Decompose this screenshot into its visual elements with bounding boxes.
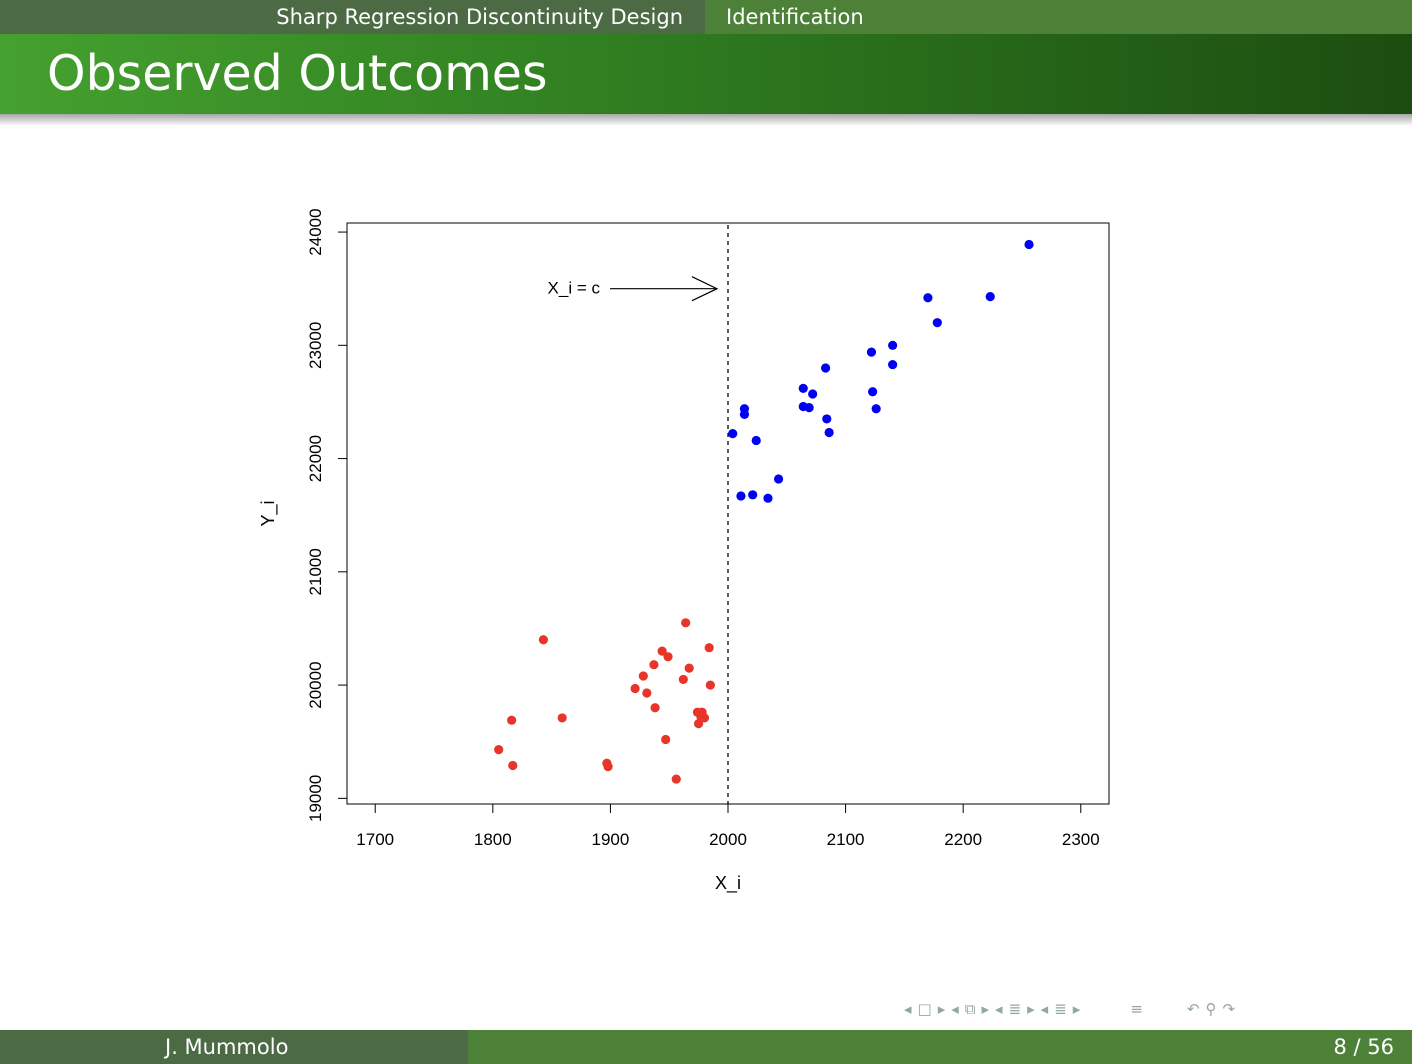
treated-point — [888, 340, 898, 350]
treated-point — [923, 293, 933, 303]
search-icon[interactable]: ⚲ — [1205, 1000, 1217, 1018]
treated-point — [932, 318, 942, 328]
treated-point — [868, 387, 878, 397]
footer-page-number: 8 / 56 — [1333, 1035, 1394, 1059]
y-tick-label: 21000 — [306, 548, 325, 595]
treated-point — [1024, 239, 1034, 250]
y-tick-label: 22000 — [306, 435, 325, 482]
nav-section-cell[interactable]: Sharp Regression Discontinuity Design — [0, 0, 705, 34]
section-forward-icon[interactable]: ▸ — [981, 1000, 990, 1018]
control-point — [657, 646, 667, 656]
control-point — [671, 774, 681, 784]
control-point — [650, 703, 660, 713]
beamer-navigation-symbols: ◂ □ ▸ ◂ ⧉ ▸ ◂ ≣ ▸ ◂ ≣ ▸ ≡ ↶ ⚲ ↷ — [904, 997, 1241, 1021]
control-point — [681, 618, 691, 628]
control-point — [507, 715, 517, 725]
treated-point — [739, 409, 750, 420]
footer-title-cell — [468, 1030, 942, 1064]
nav-section-label[interactable]: Sharp Regression Discontinuity Design — [276, 5, 683, 29]
x-tick-label: 1900 — [591, 830, 629, 849]
control-point — [699, 713, 710, 723]
control-point — [678, 674, 688, 685]
redo-icon[interactable]: ↷ — [1222, 1000, 1236, 1018]
treated-point — [748, 490, 758, 500]
annotation-arrow-head — [691, 276, 719, 302]
control-point — [704, 643, 714, 653]
footer-author: J. Mummolo — [165, 1035, 289, 1059]
treated-point — [866, 347, 877, 357]
y-axis-label: Y_i — [258, 500, 279, 526]
y-tick-label: 19000 — [306, 775, 325, 822]
treated-point — [751, 435, 761, 446]
treated-point — [773, 474, 784, 484]
x-tick-label: 2000 — [709, 830, 747, 849]
control-point — [642, 688, 652, 698]
subsection-forward-icon[interactable]: ▸ — [1027, 1000, 1035, 1018]
treated-point — [822, 414, 832, 424]
title-shadow — [0, 114, 1412, 126]
y-tick-label: 24000 — [306, 208, 325, 255]
control-point — [630, 683, 640, 694]
slide-title-bar: Observed Outcomes — [0, 34, 1412, 114]
subsection-back-icon[interactable]: ◂ — [1040, 1000, 1049, 1018]
treated-point — [728, 429, 738, 439]
x-tick-label: 1700 — [356, 830, 394, 849]
control-point — [663, 652, 673, 662]
treated-point — [821, 363, 831, 373]
control-point — [705, 680, 715, 690]
nav-subsection-cell[interactable]: Identification — [705, 0, 1412, 34]
slide-forward-icon[interactable]: ▸ — [937, 1000, 946, 1018]
y-tick-label: 20000 — [306, 661, 325, 708]
treated-point — [808, 389, 818, 399]
x-tick-label: 2200 — [944, 830, 982, 849]
y-axis: 19000 20000 21000 22000 23000 24000 — [306, 208, 348, 822]
control-point — [661, 734, 671, 745]
footer-page-cell: 8 / 56 — [942, 1030, 1412, 1064]
control-point — [684, 663, 694, 673]
control-point — [638, 671, 648, 681]
cutoff-annotation: X_i = c — [548, 276, 719, 302]
control-point — [494, 745, 504, 755]
control-point — [508, 760, 518, 771]
control-point — [649, 660, 659, 670]
treated-point — [985, 292, 995, 302]
align-icon[interactable]: ≡ — [1130, 1000, 1143, 1018]
control-point — [603, 762, 613, 772]
treated-point — [763, 493, 773, 503]
x-tick-label: 2100 — [827, 830, 865, 849]
outline-icon[interactable]: ≣ — [1054, 1000, 1067, 1018]
treated-point — [798, 383, 808, 393]
treated-point — [804, 403, 814, 413]
nav-subsection-label[interactable]: Identification — [726, 5, 864, 29]
treated-point — [736, 491, 746, 501]
control-point — [557, 713, 567, 723]
x-axis: 1700 1800 1900 2000 2100 2200 2300 — [356, 803, 1100, 849]
frame-icon[interactable]: □ — [917, 1000, 932, 1018]
subsection-back-icon[interactable]: ◂ — [995, 1000, 1003, 1018]
annotation-label: X_i = c — [548, 279, 601, 298]
section-navigation: Sharp Regression Discontinuity Design Id… — [0, 0, 1412, 34]
x-tick-label: 1800 — [474, 830, 512, 849]
frame-stack-icon[interactable]: ⧉ — [964, 1000, 976, 1018]
undo-icon[interactable]: ↶ — [1186, 1000, 1200, 1018]
slide-title: Observed Outcomes — [47, 45, 548, 102]
footer-author-cell: J. Mummolo — [0, 1030, 468, 1064]
treated-point — [824, 427, 834, 438]
section-back-icon[interactable]: ◂ — [951, 1000, 959, 1018]
subsection-forward-icon[interactable]: ▸ — [1072, 1000, 1081, 1018]
data-points — [494, 239, 1034, 784]
outline-icon[interactable]: ≣ — [1008, 1000, 1022, 1018]
treated-point — [871, 404, 881, 414]
x-tick-label: 2300 — [1062, 830, 1100, 849]
y-tick-label: 23000 — [306, 322, 325, 369]
slide-back-icon[interactable]: ◂ — [904, 1000, 912, 1018]
treated-point — [888, 359, 898, 370]
control-point — [538, 635, 548, 645]
footer-bar: J. Mummolo 8 / 56 — [0, 1030, 1412, 1064]
x-axis-label: X_i — [715, 873, 741, 894]
